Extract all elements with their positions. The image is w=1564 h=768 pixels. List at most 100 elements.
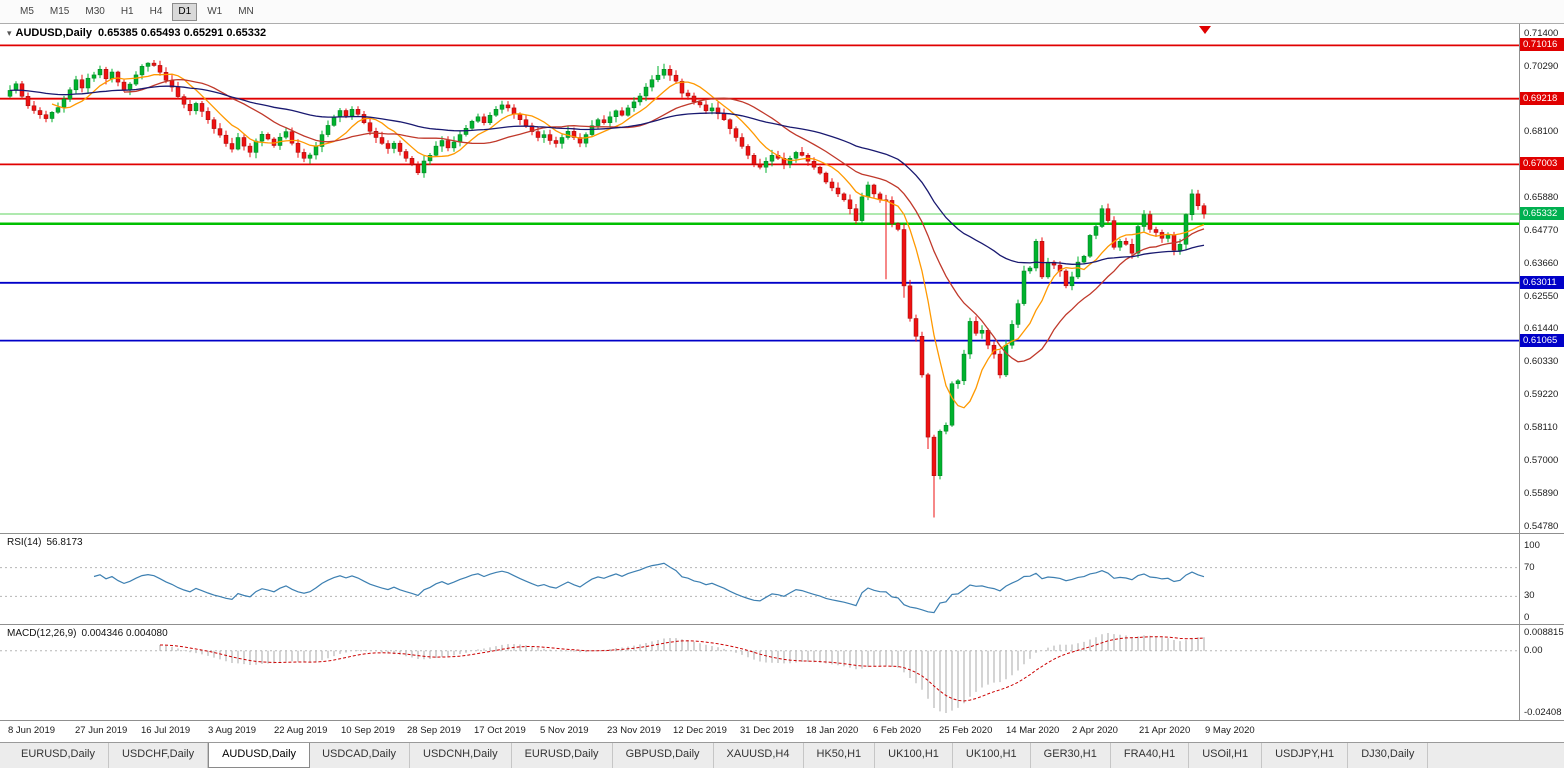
date-label: 28 Sep 2019 [407,725,461,736]
chart-tab-usdjpy-h1[interactable]: USDJPY,H1 [1262,743,1349,768]
timeframe-button-m15[interactable]: M15 [44,3,75,21]
price-chart-area[interactable]: ▾ AUDUSD,Daily 0.65385 0.65493 0.65291 0.6… [0,24,1519,533]
chart-tab-audusd-daily[interactable]: AUDUSD,Daily [208,743,311,768]
rsi-axis-label: 100 [1524,540,1540,551]
date-label: 12 Dec 2019 [673,725,727,736]
macd-axis-label: -0.02408 [1524,707,1562,718]
price-axis-label: 0.68100 [1524,126,1559,137]
price-badge-0.61065: 0.61065 [1520,334,1564,347]
candlesticks [7,60,1207,518]
rsi-axis[interactable]: 100 70 30 0 [1519,534,1564,624]
date-label: 22 Aug 2019 [274,725,328,736]
price-axis[interactable]: 0.714000.702900.691800.681000.669900.658… [1519,24,1564,533]
macd-signal-line [159,636,1205,702]
date-label: 5 Nov 2019 [540,725,589,736]
macd-axis-label: 0.00 [1524,645,1543,656]
chart-tab-dj30-daily[interactable]: DJ30,Daily [1348,743,1429,768]
chart-tab-usoil-h1[interactable]: USOil,H1 [1189,743,1263,768]
chart-tab-bar: EURUSD,Daily USDCHF,Daily AUDUSD,Daily USDC… [0,742,1564,768]
chart-tab-gbpusd-daily[interactable]: GBPUSD,Daily [613,743,714,768]
macd-axis-label: 0.008815 [1524,627,1564,638]
timeframe-button-w1[interactable]: W1 [201,3,228,21]
price-axis-label: 0.63660 [1524,258,1559,269]
date-label: 23 Nov 2019 [607,725,661,736]
date-axis[interactable]: 8 Jun 2019 27 Jun 2019 16 Jul 2019 3 Aug 20… [0,720,1564,742]
price-axis-label: 0.55890 [1524,488,1559,499]
macd-chart-area[interactable]: MACD(12,26,9) 0.004346 0.004080 [0,625,1519,720]
price-badge-0.69218: 0.69218 [1520,92,1564,105]
moving-average-20 [123,78,1205,363]
chart-collapse-icon[interactable]: ▾ [7,28,12,38]
chart-shift-marker[interactable] [1199,26,1211,34]
date-label: 8 Jun 2019 [8,725,56,736]
date-label: 18 Jan 2020 [806,725,859,736]
macd-indicator-values: 0.004346 0.004080 [81,628,168,639]
timeframe-button-h4[interactable]: H4 [144,3,169,21]
rsi-indicator-name: RSI(14) [7,537,42,548]
chart-tab-fra40-h1[interactable]: FRA40,H1 [1111,743,1190,768]
price-axis-label: 0.71400 [1524,28,1559,39]
timeframe-toolbar: M5 M15 M30 H1 H4 D1 W1 MN [0,0,1564,24]
chart-tab-uk100-h1[interactable]: UK100,H1 [875,743,953,768]
price-axis-label: 0.58110 [1524,422,1558,433]
chart-title: ▾ AUDUSD,Daily 0.65385 0.65493 0.65291 0.6… [7,27,266,39]
chart-tab-usdcnh-daily[interactable]: USDCNH,Daily [410,743,512,768]
price-axis-label: 0.64770 [1524,225,1559,236]
rsi-axis-label: 0 [1524,612,1530,623]
moving-average-55 [9,85,1205,265]
rsi-chart-area[interactable]: RSI(14) 56.8173 [0,534,1519,624]
timeframe-button-h1[interactable]: H1 [115,3,140,21]
date-label: 27 Jun 2019 [75,725,128,736]
panel-separator-macd[interactable] [0,624,1564,625]
date-label: 9 May 2020 [1205,725,1255,736]
rsi-canvas [0,562,1519,614]
price-badge-0.65332: 0.65332 [1520,207,1564,220]
chart-tab-eurusd-daily[interactable]: EURUSD,Daily [8,743,109,768]
moving-average-8 [51,73,1205,409]
panel-separator-rsi[interactable] [0,533,1564,534]
rsi-axis-label: 70 [1524,562,1535,573]
price-axis-label: 0.61440 [1524,323,1559,334]
price-axis-label: 0.60330 [1524,356,1559,367]
date-label: 6 Feb 2020 [873,725,922,736]
price-axis-label: 0.59220 [1524,389,1559,400]
rsi-axis-label: 30 [1524,590,1535,601]
timeframe-button-m5[interactable]: M5 [14,3,40,21]
date-label: 21 Apr 2020 [1139,725,1191,736]
price-badge-0.71016: 0.71016 [1520,38,1564,51]
price-badge-0.67003: 0.67003 [1520,157,1564,170]
chart-tab-uk100-h1[interactable]: UK100,H1 [953,743,1031,768]
date-label: 10 Sep 2019 [341,725,395,736]
macd-indicator-name: MACD(12,26,9) [7,628,77,639]
timeframe-button-d1[interactable]: D1 [172,2,198,21]
price-badge-0.63011: 0.63011 [1520,276,1564,289]
chart-tab-hk50-h1[interactable]: HK50,H1 [804,743,876,768]
price-axis-label: 0.54780 [1524,521,1559,532]
date-label: 3 Aug 2019 [208,725,257,736]
price-chart-canvas [0,26,1519,518]
price-axis-label: 0.65880 [1524,192,1559,203]
chart-tab-eurusd-daily[interactable]: EURUSD,Daily [512,743,613,768]
chart-window: ▾ AUDUSD,Daily 0.65385 0.65493 0.65291 0.6… [0,24,1564,742]
date-label: 2 Apr 2020 [1072,725,1118,736]
main-chart-panel: ▾ AUDUSD,Daily 0.65385 0.65493 0.65291 0.6… [0,24,1564,533]
price-axis-label: 0.57000 [1524,455,1559,466]
macd-canvas [0,633,1519,713]
price-axis-label: 0.70290 [1524,61,1559,72]
chart-tab-ger30-h1[interactable]: GER30,H1 [1031,743,1111,768]
timeframe-button-m30[interactable]: M30 [79,3,110,21]
macd-histogram [159,633,1205,713]
price-axis-label: 0.62550 [1524,291,1559,302]
macd-label: MACD(12,26,9) 0.004346 0.004080 [7,628,168,639]
rsi-line [93,562,1205,614]
rsi-label: RSI(14) 56.8173 [7,537,83,548]
date-label: 14 Mar 2020 [1006,725,1060,736]
rsi-panel: RSI(14) 56.8173 100 70 30 0 [0,534,1564,624]
chart-tab-usdchf-daily[interactable]: USDCHF,Daily [109,743,209,768]
macd-axis[interactable]: 0.008815 0.00 -0.02408 [1519,625,1564,720]
chart-tab-usdcad-daily[interactable]: USDCAD,Daily [309,743,411,768]
chart-tab-xauusd-h4[interactable]: XAUUSD,H4 [714,743,804,768]
timeframe-button-mn[interactable]: MN [232,3,260,21]
date-label: 25 Feb 2020 [939,725,993,736]
